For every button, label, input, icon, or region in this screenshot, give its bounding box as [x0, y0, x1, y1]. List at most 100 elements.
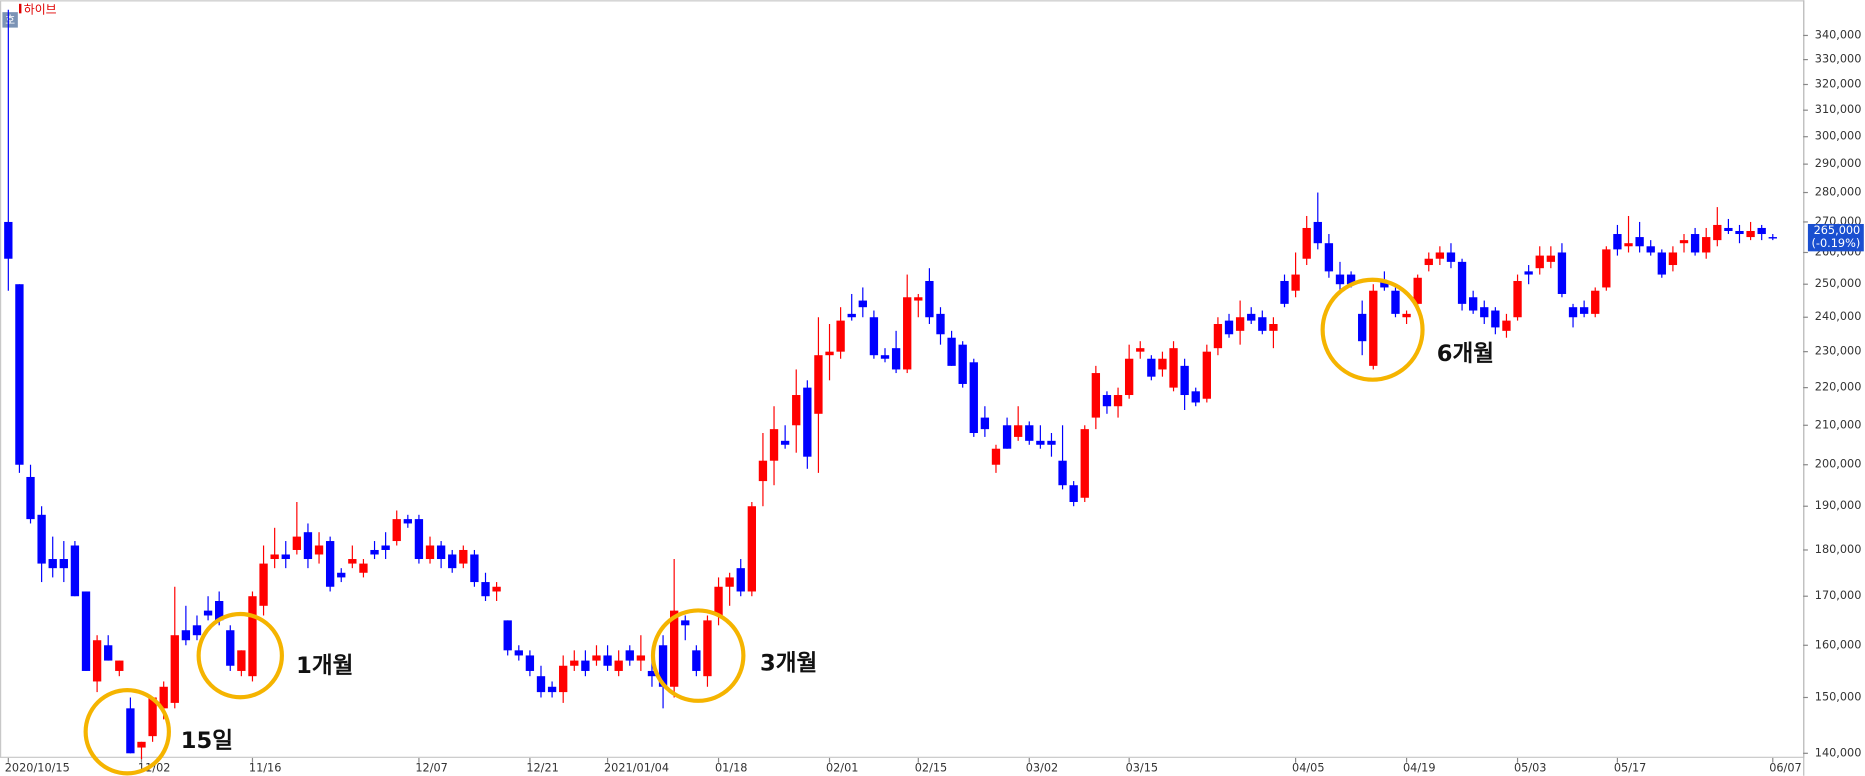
- candle-body: [15, 284, 24, 465]
- candle-body: [714, 586, 723, 616]
- x-tick-label: 02/01: [826, 762, 859, 775]
- highlight-circle: [83, 688, 171, 776]
- annotation: 15일: [181, 728, 233, 754]
- candle-body: [1147, 358, 1156, 377]
- candle-body: [1169, 348, 1178, 388]
- candle-body: [1380, 280, 1389, 288]
- candle-body: [1080, 429, 1089, 498]
- candle-body: [636, 655, 646, 661]
- x-tick-label: 01/18: [715, 762, 748, 775]
- x-tick-label: 04/19: [1403, 762, 1436, 775]
- candle-body: [1424, 258, 1433, 266]
- candle-body: [1391, 290, 1400, 314]
- candle-body: [725, 577, 734, 587]
- candle-body: [1025, 425, 1034, 441]
- highlight-circle: [650, 608, 746, 703]
- candle-body: [1235, 317, 1245, 331]
- candle-body: [281, 554, 290, 560]
- candle-body: [481, 582, 490, 597]
- x-tick-label: 04/05: [1292, 762, 1325, 775]
- candle-body: [1202, 351, 1211, 399]
- candle-body: [1302, 227, 1311, 259]
- candle-body: [1402, 313, 1411, 318]
- candle-body: [1768, 237, 1777, 239]
- candle-body: [459, 549, 468, 564]
- y-tick-label: 210,000: [1815, 418, 1862, 431]
- candle-body: [936, 313, 945, 335]
- candle-body: [614, 660, 623, 671]
- candle-body: [1513, 280, 1522, 318]
- candle-body: [547, 686, 557, 693]
- candle-body: [559, 665, 568, 693]
- candle-body: [248, 596, 257, 677]
- price-tag: 265,000: [1814, 224, 1861, 237]
- candle-body: [448, 554, 457, 569]
- candle-body: [425, 545, 435, 560]
- y-tick-label: 170,000: [1815, 589, 1862, 602]
- candle-body: [1757, 227, 1766, 235]
- candle-body: [203, 610, 213, 616]
- x-tick-label: 03/15: [1126, 762, 1159, 775]
- candle-body: [59, 559, 68, 569]
- candle-body: [1102, 395, 1112, 407]
- candle-body: [758, 460, 768, 482]
- candle-body: [1058, 460, 1067, 486]
- candle-body: [769, 429, 779, 461]
- candle-body: [858, 300, 867, 308]
- candle-body: [703, 620, 712, 677]
- candle-body: [991, 448, 1001, 465]
- candle-body: [226, 630, 235, 666]
- candle-body: [1180, 365, 1189, 396]
- x-tick-label: 12/21: [526, 762, 559, 775]
- candle-body: [1535, 255, 1544, 269]
- candle-body: [825, 351, 834, 356]
- candle-body: [736, 568, 745, 592]
- candle-body: [1224, 320, 1234, 335]
- candle-body: [603, 655, 612, 666]
- candle-body: [325, 541, 335, 587]
- x-tick-label: 03/02: [1026, 762, 1059, 775]
- candle-body: [170, 635, 179, 703]
- candle-body: [947, 337, 956, 366]
- candle-body: [847, 313, 856, 318]
- x-tick-label: 2020/10/15: [5, 762, 70, 775]
- candle-body: [1002, 425, 1012, 449]
- candle-body: [359, 563, 368, 573]
- candle-body: [314, 545, 324, 555]
- candle-body: [1646, 246, 1655, 253]
- plot-frame: [0, 0, 1805, 758]
- candle-body: [48, 559, 57, 569]
- candle-body: [692, 650, 701, 671]
- candle-body: [159, 686, 168, 709]
- candle-body: [1679, 240, 1689, 244]
- x-tick-label: 11/16: [249, 762, 282, 775]
- y-tick-label: 310,000: [1815, 103, 1862, 116]
- candle-body: [470, 554, 479, 583]
- candle-body: [803, 387, 812, 457]
- candle-body: [181, 630, 191, 641]
- candle-body: [1724, 227, 1733, 231]
- candle-body: [403, 519, 412, 524]
- candle-body: [1591, 290, 1600, 314]
- candle-body: [1269, 324, 1278, 331]
- y-tick-label: 290,000: [1815, 157, 1862, 170]
- candle-body: [1324, 243, 1334, 272]
- x-tick-label: 05/17: [1614, 762, 1647, 775]
- candle-body: [625, 650, 634, 661]
- candle-body: [1557, 252, 1567, 294]
- candle-body: [1036, 440, 1045, 445]
- candle-body: [192, 625, 202, 636]
- candle-body: [1158, 358, 1167, 370]
- candle-body: [70, 545, 80, 597]
- candle-body: [792, 395, 801, 426]
- annotation: 1개월: [296, 653, 353, 679]
- candle-body: [237, 650, 246, 671]
- candle-body: [1668, 252, 1678, 266]
- candle-body: [292, 536, 302, 550]
- y-tick-label: 300,000: [1815, 130, 1862, 143]
- candle-body: [880, 355, 890, 359]
- candle-body: [1468, 297, 1478, 311]
- candle-body: [348, 559, 357, 564]
- candle-body: [1136, 348, 1145, 352]
- y-tick-label: 180,000: [1815, 543, 1862, 556]
